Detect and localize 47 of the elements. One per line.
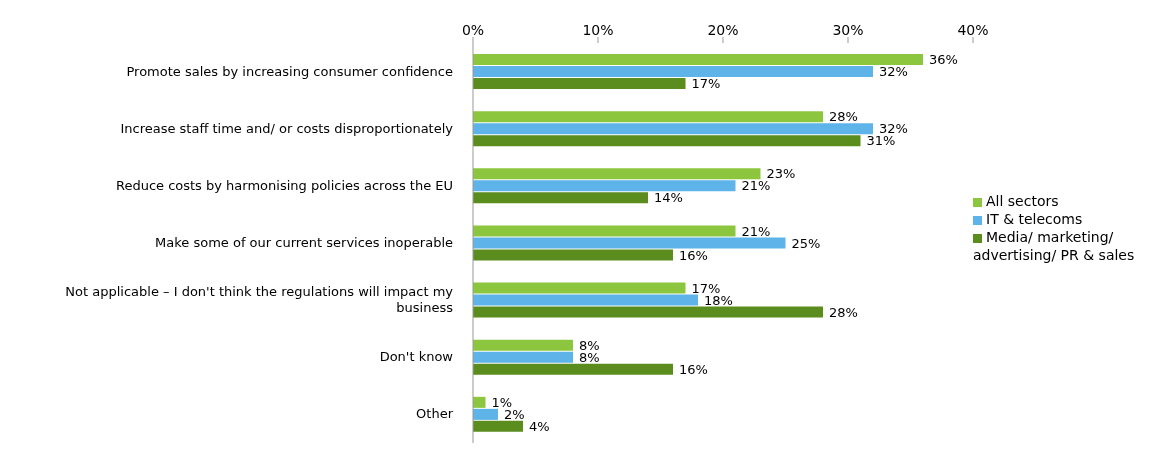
bar [473, 168, 761, 180]
bar [473, 294, 698, 306]
y-tick-label: Other [416, 406, 454, 422]
data-label: 28% [829, 304, 858, 320]
bar [473, 363, 673, 375]
bar [473, 420, 523, 432]
bar [473, 78, 686, 89]
data-label: 28% [829, 109, 858, 125]
y-tick-label: Not applicable – I don't think the regulations will impact my business [65, 284, 454, 316]
data-label: 17% [691, 76, 721, 92]
data-label: 14% [654, 190, 683, 206]
x-tick-label: 20% [707, 22, 739, 38]
legend-label: Media/ marketing/ advertising/ PR & sales [973, 229, 1135, 263]
bar [473, 192, 648, 204]
bar [473, 351, 573, 363]
bar [473, 54, 923, 65]
y-tick-label: Don't know [379, 349, 454, 365]
data-label: 16% [679, 247, 708, 263]
x-tick-label: 0% [461, 22, 485, 38]
bar [473, 282, 686, 294]
x-tick-label: 40% [957, 22, 989, 38]
bar [473, 111, 823, 123]
data-label: 25% [791, 235, 821, 251]
data-label: 21% [741, 223, 771, 239]
y-tick-label: Reduce costs by harmonising policies across the EU [115, 177, 453, 193]
data-label: 32% [879, 64, 908, 80]
bar [473, 180, 736, 192]
legend-label: IT & telecoms [986, 211, 1083, 227]
y-tick-label: Make some of our current services inoperable [155, 235, 453, 250]
bar [473, 123, 873, 135]
bar [473, 396, 486, 408]
bar [473, 306, 823, 318]
bar [473, 249, 673, 261]
bar [473, 237, 786, 249]
bar [473, 66, 873, 77]
y-tick-label: Promote sales by increasing consumer confidence [126, 63, 453, 79]
bar [473, 408, 498, 420]
data-label: 36% [929, 52, 958, 68]
x-tick-label: 10% [582, 22, 614, 38]
bar [473, 339, 573, 351]
x-tick-label: 30% [832, 22, 864, 38]
bar [473, 135, 861, 147]
bar [473, 225, 736, 237]
y-tick-label: Increase staff time and/ or costs disproportionately [120, 120, 454, 136]
data-label: 16% [679, 361, 708, 377]
data-label: 4% [529, 418, 550, 434]
legend-label: All sectors [986, 193, 1059, 209]
